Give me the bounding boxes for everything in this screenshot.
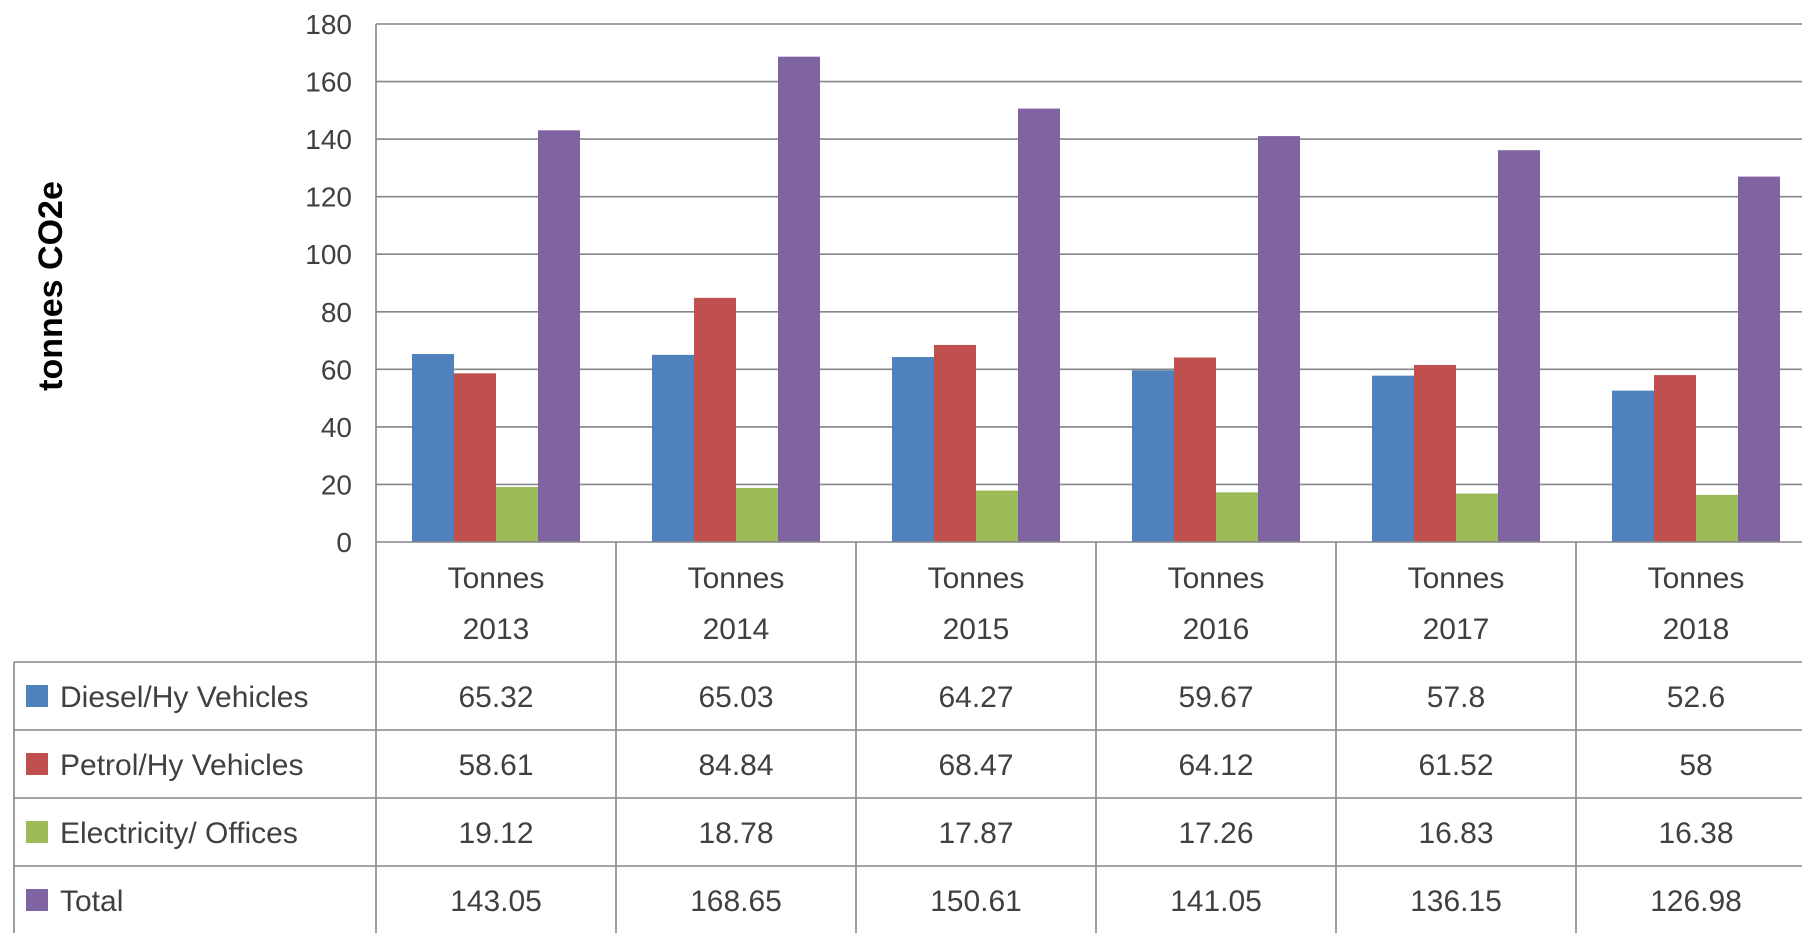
category-label: 2015 [943,613,1010,646]
bar [1498,150,1540,542]
bar [694,297,736,542]
data-label: 141.05 [1170,885,1262,918]
data-label: 17.26 [1178,817,1253,850]
data-label: 150.61 [930,885,1022,918]
bar [1258,136,1300,542]
bar [1216,492,1258,542]
bar [1018,108,1060,543]
bar [496,486,538,542]
category-label: Tonnes [928,562,1025,595]
data-label: 58.61 [458,749,533,782]
legend-label: Petrol/Hy Vehicles [60,749,303,782]
data-label: 68.47 [938,749,1013,782]
y-tick-label: 20 [321,469,352,500]
legend-label: Electricity/ Offices [60,817,298,850]
data-label: 19.12 [458,817,533,850]
legend-label: Total [60,885,123,918]
legend-label: Diesel/Hy Vehicles [60,681,308,714]
legend-swatch [26,889,48,911]
bar [652,354,694,542]
bar [454,373,496,542]
bar [1174,357,1216,542]
category-label: Tonnes [688,562,785,595]
bar [1372,375,1414,542]
bar [1612,390,1654,542]
bar [976,490,1018,542]
data-label: 52.6 [1667,681,1725,714]
y-tick-label: 40 [321,412,352,443]
y-tick-label: 140 [305,124,352,155]
bar [778,56,820,542]
data-label: 65.32 [458,681,533,714]
y-tick-label: 160 [305,67,352,98]
bar [736,487,778,542]
data-label: 16.83 [1418,817,1493,850]
bar [1696,494,1738,542]
data-label: 168.65 [690,885,782,918]
y-axis-ticks: 0 20 40 60 80 100 120 140 160 180 [305,9,352,558]
y-axis-label: tonnes CO2e [32,181,70,391]
bar [1414,364,1456,542]
bar [1738,176,1780,542]
legend-swatch [26,685,48,707]
legend-swatch [26,821,48,843]
data-label: 16.38 [1658,817,1733,850]
category-label: 2017 [1423,613,1490,646]
legend-swatch [26,753,48,775]
bar [934,344,976,542]
data-label: 143.05 [450,885,542,918]
bar [538,130,580,542]
category-label: Tonnes [1408,562,1505,595]
bar [1654,375,1696,542]
y-tick-label: 0 [336,527,352,558]
bars [412,56,1780,543]
category-label: 2014 [703,613,770,646]
data-label: 57.8 [1427,681,1485,714]
data-label: 84.84 [698,749,773,782]
data-label: 64.27 [938,681,1013,714]
category-label: Tonnes [1648,562,1745,595]
data-label: 64.12 [1178,749,1253,782]
data-label: 59.67 [1178,681,1253,714]
gridlines [375,23,1802,542]
category-label: 2018 [1663,613,1730,646]
bar [1456,493,1498,542]
y-tick-label: 180 [305,9,352,40]
data-label: 136.15 [1410,885,1502,918]
data-label: 126.98 [1650,885,1742,918]
category-label: Tonnes [1168,562,1265,595]
category-label: Tonnes [448,562,545,595]
category-label: 2013 [463,613,530,646]
y-tick-label: 120 [305,182,352,213]
bar [1132,370,1174,542]
y-tick-label: 100 [305,239,352,270]
category-label: 2016 [1183,613,1250,646]
bar [412,354,454,542]
data-label: 18.78 [698,817,773,850]
data-label: 58 [1679,749,1712,782]
y-tick-label: 80 [321,297,352,328]
data-label: 65.03 [698,681,773,714]
data-table: Tonnes 2013 Tonnes 2014 Tonnes 2015 Tonnes 2016… [13,541,1802,933]
y-tick-label: 60 [321,354,352,385]
data-label: 61.52 [1418,749,1493,782]
data-label: 17.87 [938,817,1013,850]
bar [892,357,934,542]
